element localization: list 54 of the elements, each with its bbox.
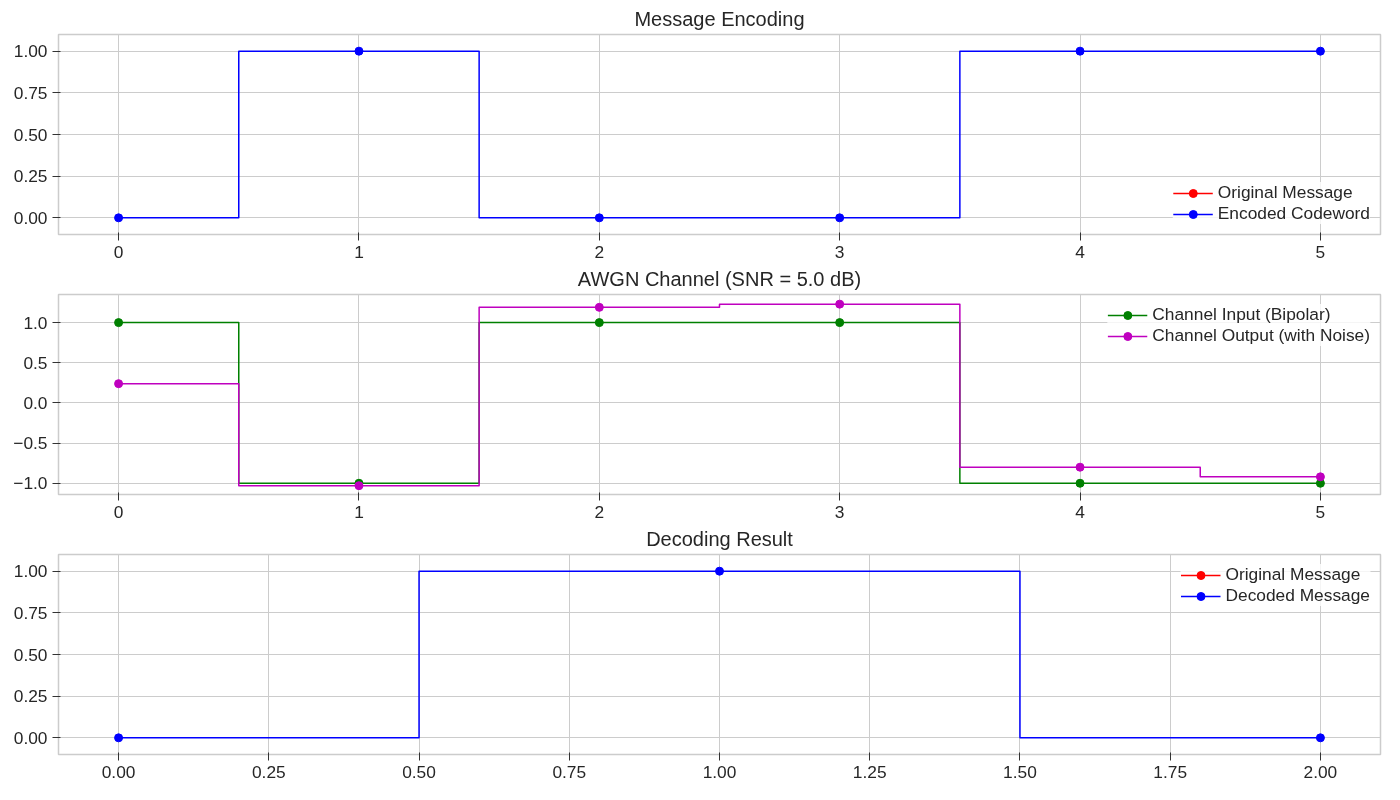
x-tick-label: 1.75: [1153, 761, 1188, 782]
y-tick-label: −1.0: [13, 473, 48, 494]
y-tick-label: 1.00: [13, 41, 48, 62]
x-tick-label: 0.25: [251, 761, 286, 782]
point: [835, 299, 845, 309]
point: [1075, 462, 1085, 472]
x-tick-label: 0.00: [101, 761, 136, 782]
y-tick-label: 0.25: [13, 166, 48, 187]
y-tick-label: 1.0: [23, 312, 48, 333]
x-tick-label: 3: [834, 241, 845, 262]
x-tick-label: 0.50: [402, 761, 436, 782]
legend-label: Encoded Codeword: [1217, 203, 1370, 224]
legend-label: Channel Output (with Noise): [1152, 325, 1370, 346]
y-tick-label: 0.25: [13, 686, 48, 707]
x-tick-label: 1: [354, 501, 364, 522]
x-tick-label: 0: [113, 501, 124, 522]
point: [594, 318, 604, 328]
y-tick-label: 0.75: [13, 602, 48, 623]
legend-label: Channel Input (Bipolar): [1152, 304, 1331, 325]
point: [594, 302, 604, 312]
y-tick-label: 0.5: [23, 352, 48, 373]
legend-label: Decoded Message: [1225, 585, 1370, 606]
x-tick-label: 0.75: [552, 761, 587, 782]
x-tick-label: 4: [1075, 501, 1086, 522]
x-tick-label: 5: [1315, 501, 1326, 522]
legend-label: Original Message: [1225, 564, 1361, 585]
y-tick-label: 0.0: [23, 392, 48, 413]
chart-title: Message Encoding: [634, 7, 805, 30]
x-tick-label: 2.00: [1303, 761, 1338, 782]
y-tick-label: −0.5: [13, 433, 48, 454]
x-tick-label: 3: [834, 501, 845, 522]
point: [835, 318, 845, 328]
x-tick-label: 1.00: [702, 761, 737, 782]
point: [114, 318, 124, 328]
point: [1075, 478, 1085, 488]
y-tick-label: 0.00: [13, 727, 48, 748]
x-tick-label: 2: [594, 501, 605, 522]
y-tick-label: 0.75: [13, 82, 48, 103]
x-tick-label: 1.50: [1003, 761, 1037, 782]
point: [114, 379, 124, 389]
point: [1315, 472, 1325, 482]
y-tick-label: 0.00: [13, 207, 48, 228]
chart-title: Decoding Result: [646, 527, 794, 550]
y-tick-label: 0.50: [13, 124, 48, 145]
x-tick-label: 1: [354, 241, 364, 262]
y-tick-label: 1.00: [13, 561, 48, 582]
x-tick-label: 2: [594, 241, 605, 262]
y-tick-label: 0.50: [13, 644, 48, 665]
x-tick-label: 1.25: [852, 761, 887, 782]
legend-label: Original Message: [1217, 182, 1353, 203]
x-tick-label: 0: [113, 241, 124, 262]
chart-title: AWGN Channel (SNR = 5.0 dB): [577, 267, 862, 290]
x-tick-label: 4: [1075, 241, 1086, 262]
x-tick-label: 5: [1315, 241, 1326, 262]
